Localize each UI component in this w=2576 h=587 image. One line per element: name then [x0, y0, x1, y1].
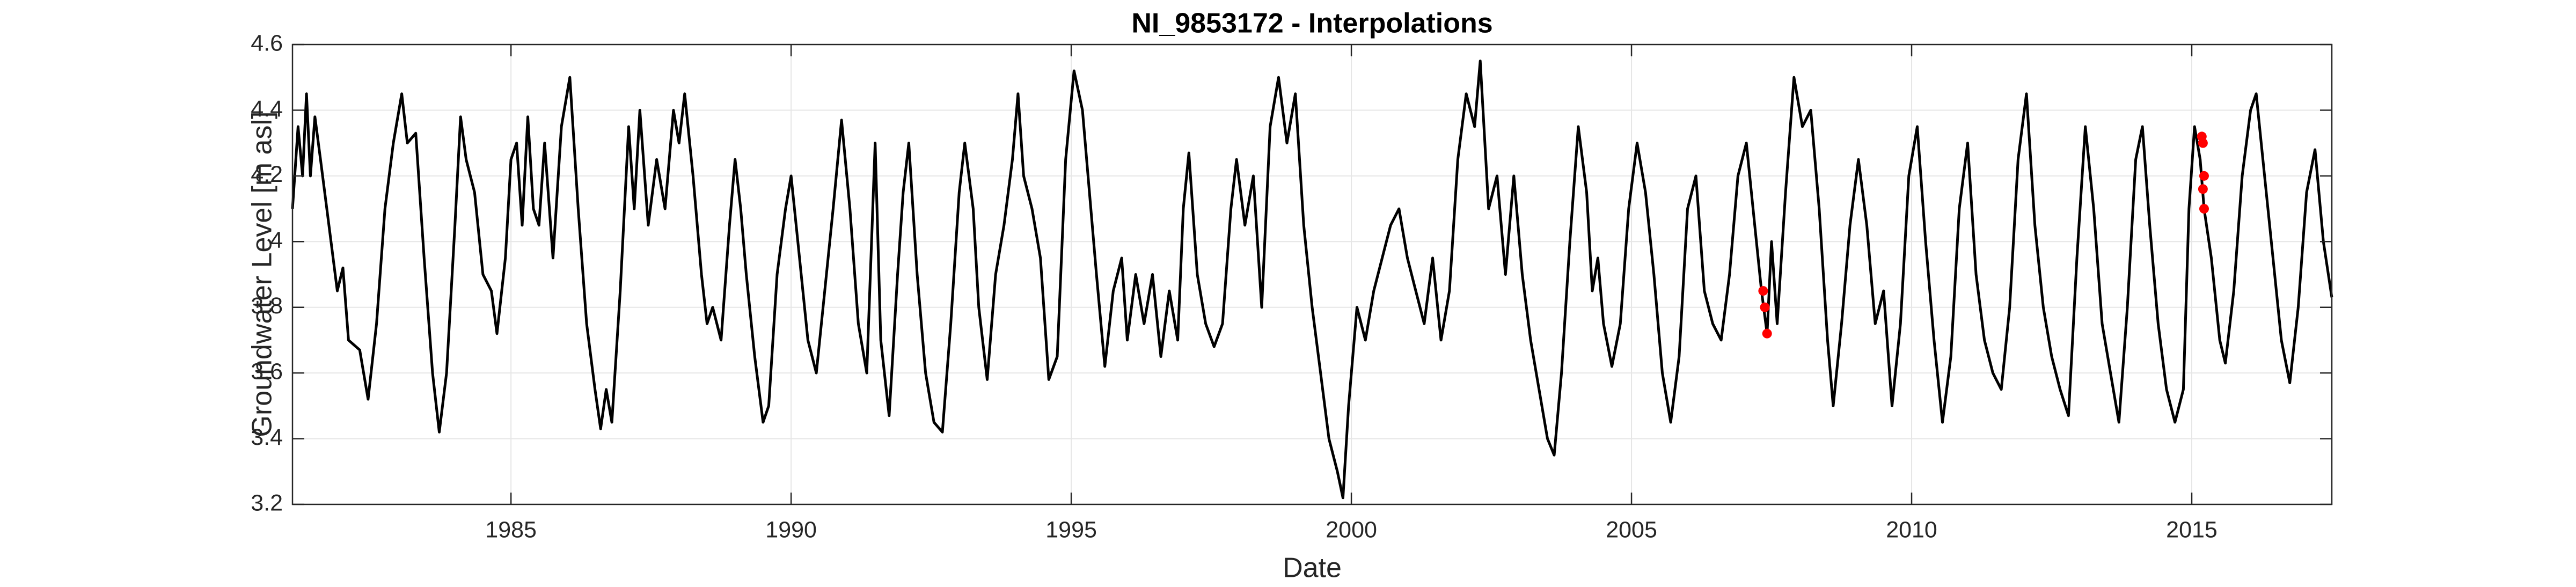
- interpolated-point: [1762, 328, 1772, 339]
- ticks: 3.2 3.4 3.6 3.8 4 4.2 4.4 4.6 1985 1990 1995 2000 20…: [251, 30, 2332, 542]
- series-line: [291, 60, 2333, 500]
- interpolated-point: [1758, 286, 1768, 296]
- y-tick-label: 3.6: [251, 359, 283, 385]
- x-tick-label: 1985: [485, 517, 537, 542]
- interpolated-point: [2199, 171, 2209, 181]
- y-tick-label: 3.8: [251, 293, 283, 319]
- interpolated-point: [1760, 302, 1770, 312]
- y-tick-label: 3.4: [251, 424, 283, 450]
- interpolated-point: [2199, 204, 2209, 214]
- x-axis-label: Date: [1283, 553, 1342, 584]
- data: [291, 60, 2333, 500]
- x-tick-label: 2000: [1326, 517, 1377, 542]
- x-tick-label: 2015: [2166, 517, 2218, 542]
- y-axis-label: Groundwater Level [m asl]: [247, 112, 278, 437]
- axes-box: [291, 43, 2333, 505]
- y-tick-label: 4.6: [251, 30, 283, 56]
- y-tick-label: 3.2: [251, 490, 283, 516]
- interpolated-point: [2198, 138, 2208, 148]
- y-tick-label: 4.2: [251, 162, 283, 187]
- x-tick-label: 2005: [1606, 517, 1657, 542]
- x-tick-label: 1995: [1045, 517, 1097, 542]
- x-tick-label: 1990: [765, 517, 817, 542]
- plot-area: [292, 45, 2332, 504]
- chart-title: NI_9853172 - Interpolations: [1131, 8, 1492, 39]
- x-tick-label: 2010: [1886, 517, 1937, 542]
- y-tick-label: 4: [270, 228, 283, 253]
- y-tick-label: 4.4: [251, 96, 283, 122]
- interpolated-point: [2198, 184, 2208, 194]
